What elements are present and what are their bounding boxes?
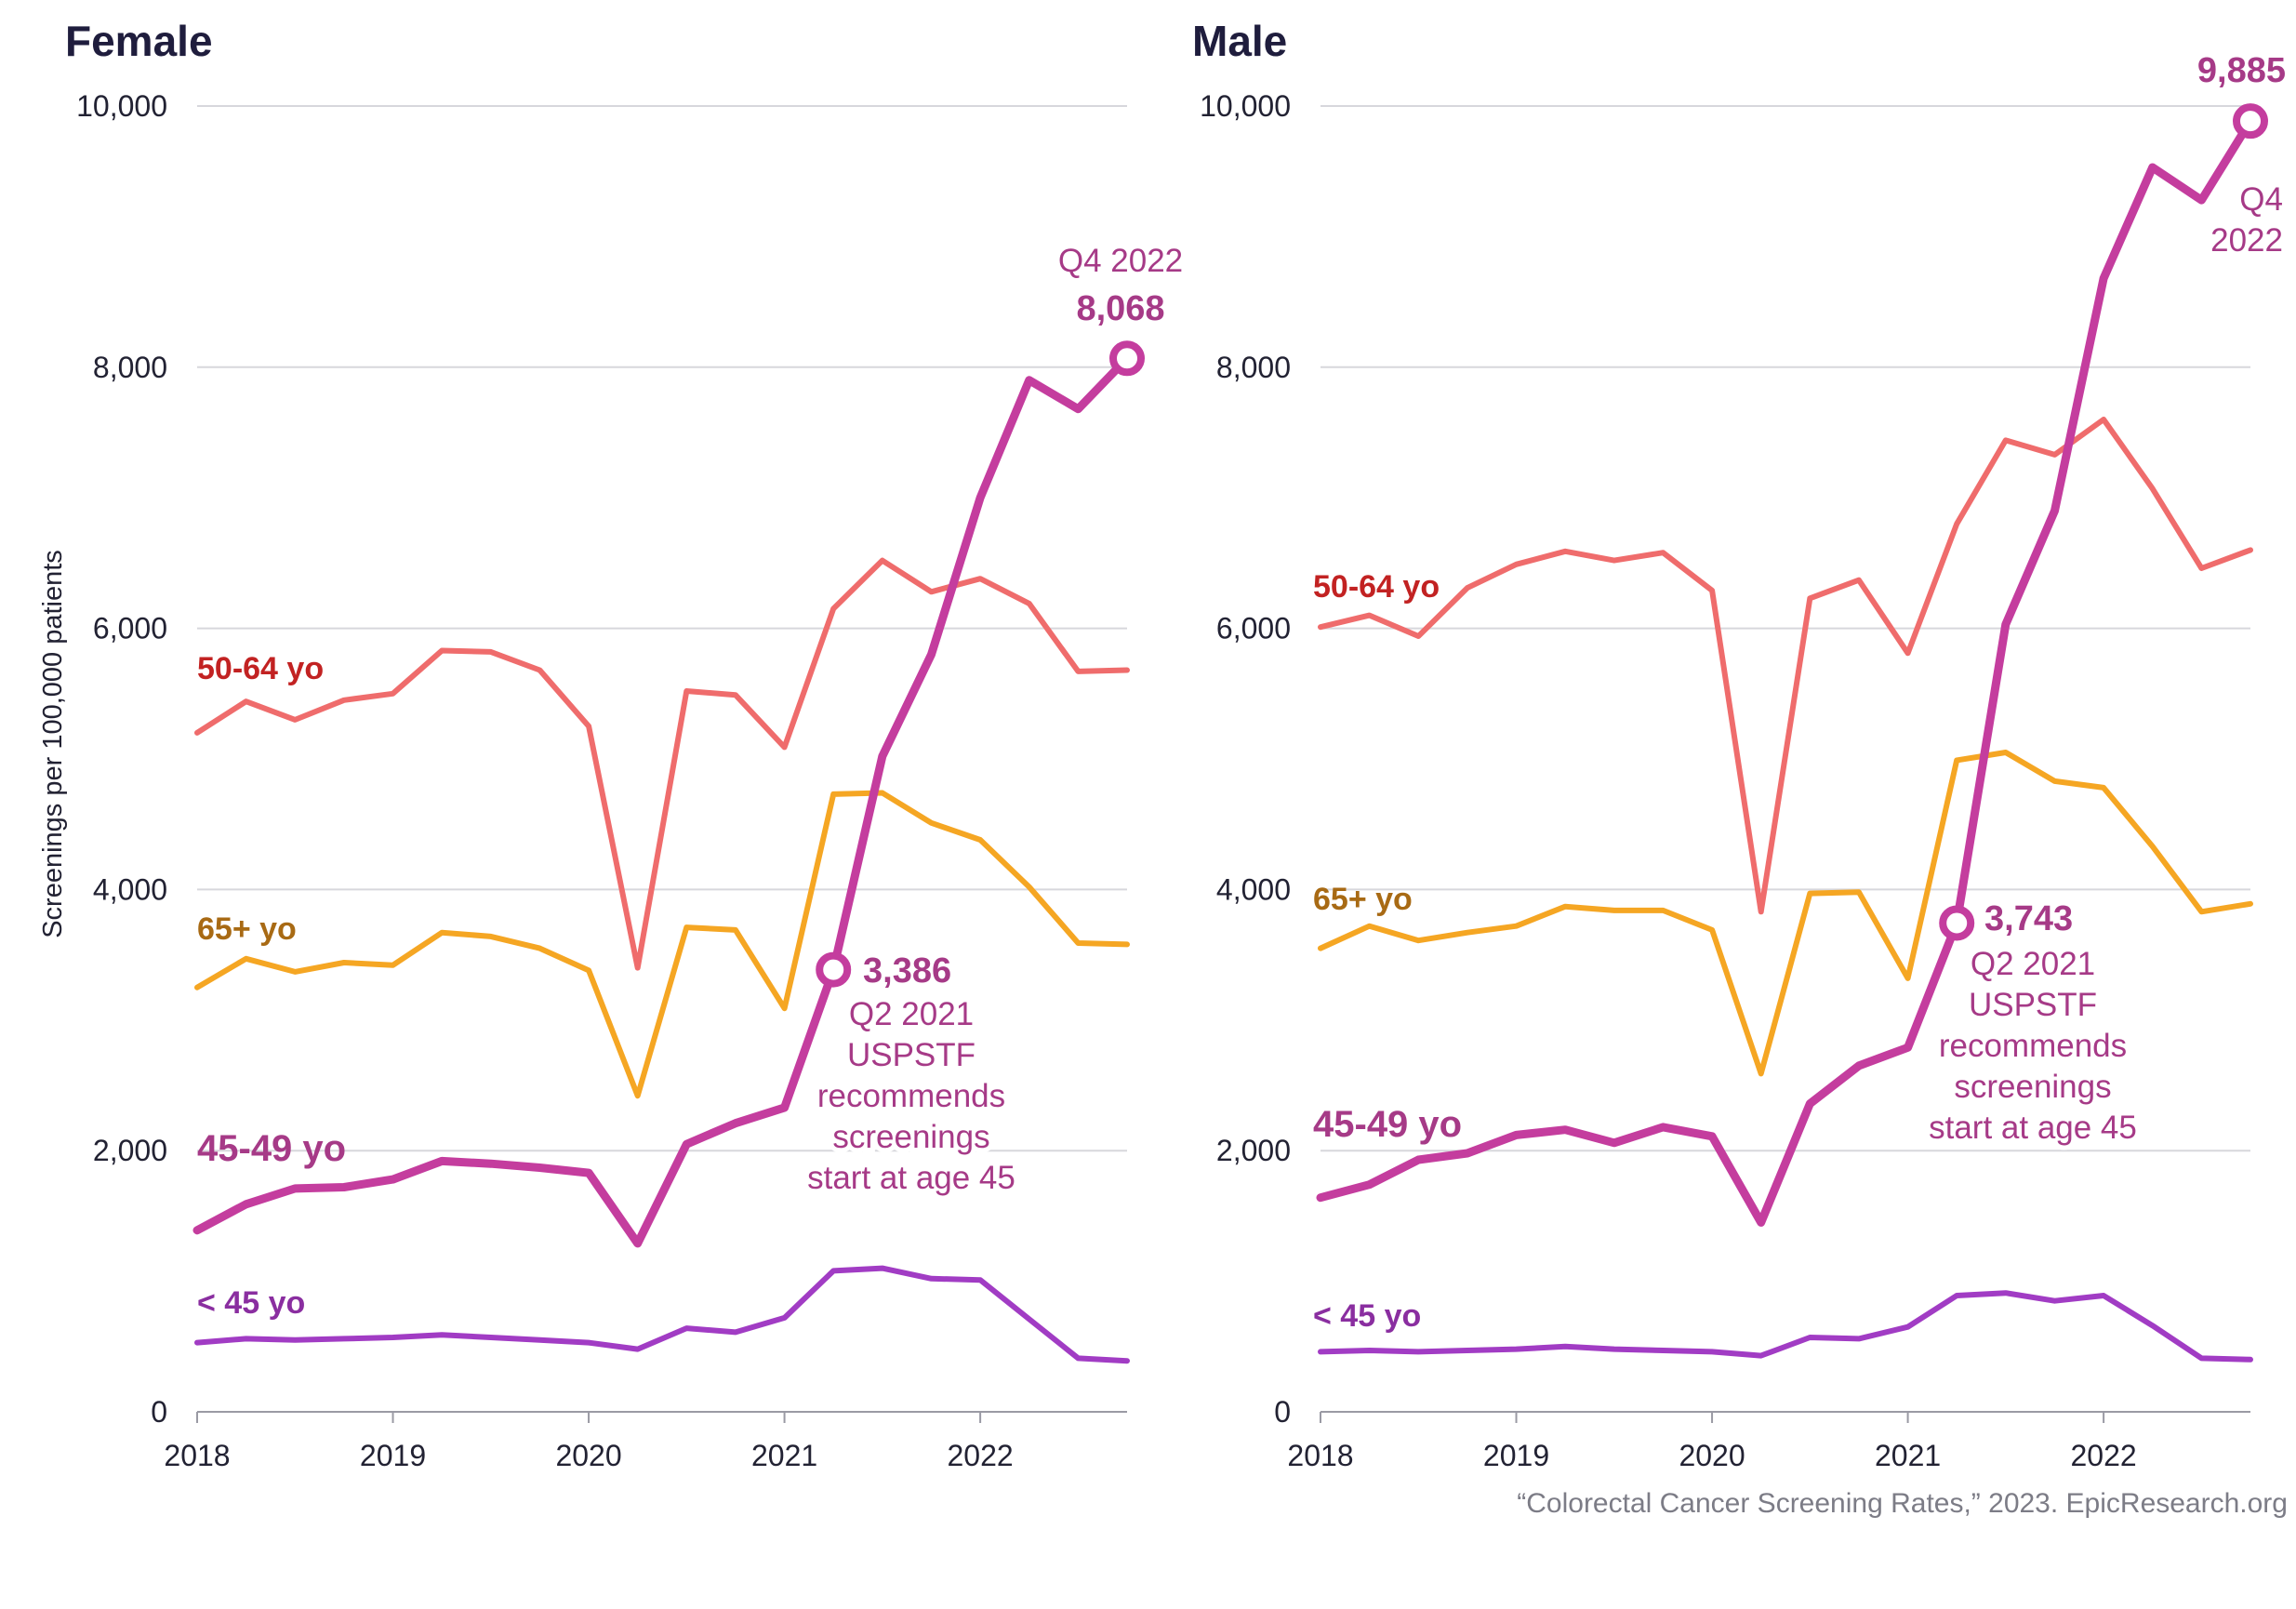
series-lines-female	[192, 353, 1132, 1364]
y-tick-label: 4,000	[1216, 872, 1291, 906]
y-tick-label: 6,000	[1216, 612, 1291, 645]
annotation-line: screenings	[1954, 1069, 2111, 1105]
x-tick-label: 2018	[1287, 1439, 1353, 1472]
annotation-line: 2022	[2210, 222, 2283, 259]
highlight-dot	[1109, 340, 1145, 377]
y-tick-label: 6,000	[93, 612, 167, 645]
x-tick-label: 2018	[164, 1439, 230, 1472]
x-tick-label: 2020	[555, 1439, 621, 1472]
y-tick-label: 2,000	[1216, 1134, 1291, 1167]
y-tick-label: 0	[151, 1395, 167, 1429]
annotations-male: 3,743 Q2 2021 USPSTF recommends screenings st…	[1924, 51, 2286, 1150]
axes-female: 0 2,000 4,000 6,000 8,000 10,000 2018 2019 2020 2…	[76, 89, 1127, 1472]
series-label: < 45 yo	[1313, 1298, 1421, 1334]
annotation-line: screenings	[832, 1119, 989, 1155]
highlight-dot	[1939, 905, 1975, 941]
series-label: 65+ yo	[1313, 882, 1413, 917]
series-line-45-49	[192, 353, 1132, 1248]
series-line-45-49	[1316, 116, 2255, 1227]
annotation-value: 9,885	[2197, 51, 2286, 90]
series-line-lt45	[1318, 1290, 2253, 1363]
annotation-value: 3,386	[863, 951, 951, 991]
annotation-line: Q4 2022	[1058, 243, 1183, 279]
annotation-line: recommends	[817, 1078, 1005, 1114]
x-tick-label: 2021	[751, 1439, 817, 1472]
x-tick-label: 2021	[1875, 1439, 1941, 1472]
annotation-line: USPSTF	[847, 1037, 975, 1073]
series-label: 45-49 yo	[197, 1128, 346, 1169]
annotation-line: start at age 45	[807, 1160, 1015, 1196]
annotation-line: Q2 2021	[1971, 946, 2095, 982]
x-tick-label: 2019	[360, 1439, 426, 1472]
series-label: 50-64 yo	[1313, 569, 1440, 605]
source-credit: “Colorectal Cancer Screening Rates,” 202…	[1517, 1488, 2288, 1519]
series-labels-male: 50-64 yo 65+ yo 45-49 yo < 45 yo	[1313, 569, 1462, 1334]
series-label: 45-49 yo	[1313, 1104, 1462, 1145]
annotation-value: 3,743	[1984, 899, 2073, 938]
annotation-line: USPSTF	[1969, 987, 2097, 1023]
series-label: 65+ yo	[197, 911, 297, 947]
y-tick-label: 4,000	[93, 872, 167, 906]
series-line-lt45	[194, 1265, 1130, 1364]
highlight-dot	[816, 951, 852, 988]
series-label: 50-64 yo	[197, 651, 324, 686]
x-tick-label: 2022	[948, 1439, 1014, 1472]
male-panel: Male 0 2,000 4,000 6,000 8,000 10,000 2018 2019…	[1192, 17, 2286, 1472]
annotation-value: 8,068	[1076, 289, 1164, 328]
series-line-65plus	[194, 790, 1130, 1099]
panel-title-male: Male	[1192, 17, 1287, 65]
panel-title-female: Female	[65, 17, 213, 65]
grid-lines-female	[197, 105, 1127, 1152]
y-tick-label: 8,000	[93, 351, 167, 384]
series-line-65plus	[1318, 750, 2253, 1077]
annotation-line: start at age 45	[1929, 1110, 2137, 1146]
y-axis-label: Screenings per 100,000 patients	[38, 550, 68, 938]
x-tick-label: 2020	[1679, 1439, 1745, 1472]
annotation-line: Q2 2021	[849, 996, 974, 1032]
axes-male: 0 2,000 4,000 6,000 8,000 10,000 2018 2019 2020 2…	[1200, 89, 2250, 1472]
series-lines-male	[1316, 116, 2255, 1363]
highlight-dot	[2233, 103, 2268, 140]
y-tick-label: 10,000	[1200, 89, 1291, 123]
x-tick-label: 2022	[2071, 1439, 2137, 1472]
series-labels-female: 50-64 yo 65+ yo 45-49 yo < 45 yo	[197, 651, 346, 1321]
y-tick-label: 2,000	[93, 1134, 167, 1167]
y-tick-label: 10,000	[76, 89, 167, 123]
annotation-line: recommends	[1939, 1028, 2127, 1064]
y-tick-label: 8,000	[1216, 351, 1291, 384]
series-line-50-64	[1318, 417, 2253, 915]
x-tick-label: 2019	[1483, 1439, 1549, 1472]
y-tick-label: 0	[1274, 1395, 1291, 1429]
annotations-female: 3,386 Q2 2021 USPSTF recommends screenings st…	[803, 243, 1183, 1201]
annotation-line: Q4	[2239, 181, 2283, 218]
series-line-50-64	[194, 557, 1130, 971]
female-panel: Female Screenings per 100,000 patients 0…	[38, 17, 1183, 1472]
series-label: < 45 yo	[197, 1285, 305, 1321]
